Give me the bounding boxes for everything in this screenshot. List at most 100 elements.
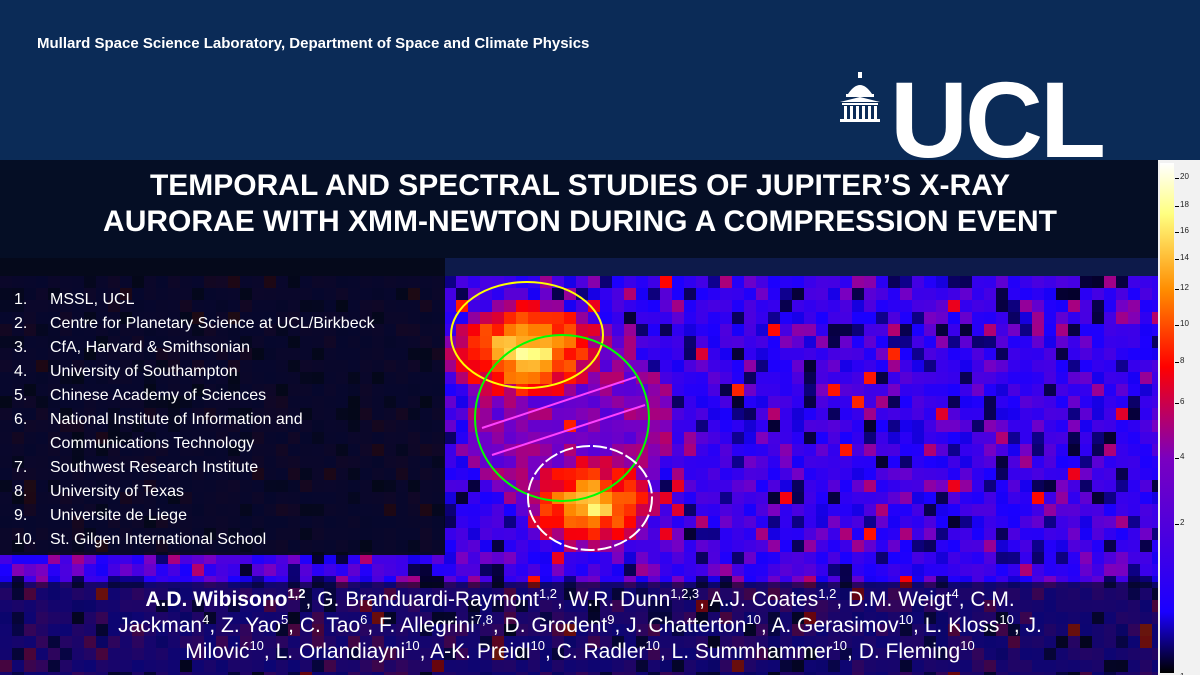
- xray-pixel: [984, 528, 996, 540]
- xray-pixel: [576, 552, 588, 564]
- xray-pixel: [840, 468, 852, 480]
- xray-pixel: [1020, 432, 1032, 444]
- xray-pixel: [804, 348, 816, 360]
- xray-pixel: [936, 300, 948, 312]
- xray-pixel: [1092, 516, 1104, 528]
- xray-pixel: [588, 288, 600, 300]
- author-name: , Z. Yao: [209, 614, 281, 637]
- xray-pixel: [1032, 504, 1044, 516]
- affiliation-number: 1.: [14, 291, 28, 308]
- xray-pixel: [564, 456, 576, 468]
- xray-pixel: [312, 564, 324, 576]
- xray-pixel: [432, 564, 444, 576]
- xray-pixel: [912, 528, 924, 540]
- xray-pixel: [852, 372, 864, 384]
- xray-pixel: [504, 504, 516, 516]
- xray-pixel: [540, 324, 552, 336]
- xray-pixel: [960, 384, 972, 396]
- author-name: , A. Gerasimov: [760, 614, 899, 637]
- xray-pixel: [324, 564, 336, 576]
- xray-pixel: [912, 540, 924, 552]
- affiliation-item: 10. St. Gilgen International School: [14, 531, 266, 549]
- xray-pixel: [840, 360, 852, 372]
- xray-pixel: [540, 468, 552, 480]
- xray-pixel: [480, 432, 492, 444]
- xray-pixel: [672, 444, 684, 456]
- xray-pixel: [456, 372, 468, 384]
- xray-pixel: [948, 312, 960, 324]
- xray-pixel: [1092, 552, 1104, 564]
- xray-pixel: [1140, 384, 1152, 396]
- xray-pixel: [1056, 432, 1068, 444]
- xray-pixel: [876, 300, 888, 312]
- xray-pixel: [984, 552, 996, 564]
- xray-pixel: [84, 552, 96, 564]
- xray-pixel: [516, 372, 528, 384]
- xray-pixel: [1068, 552, 1080, 564]
- xray-pixel: [600, 528, 612, 540]
- xray-pixel: [1068, 396, 1080, 408]
- xray-pixel: [1008, 396, 1020, 408]
- xray-pixel: [24, 552, 36, 564]
- xray-pixel: [960, 276, 972, 288]
- xray-pixel: [1008, 408, 1020, 420]
- xray-pixel: [960, 408, 972, 420]
- xray-pixel: [1056, 324, 1068, 336]
- xray-pixel: [684, 564, 696, 576]
- colorbar-label: 8: [1180, 356, 1185, 365]
- xray-pixel: [720, 444, 732, 456]
- xray-pixel: [276, 552, 288, 564]
- xray-pixel: [888, 396, 900, 408]
- xray-pixel: [480, 360, 492, 372]
- xray-pixel: [1116, 516, 1128, 528]
- xray-pixel: [612, 312, 624, 324]
- xray-pixel: [528, 456, 540, 468]
- xray-pixel: [924, 396, 936, 408]
- xray-pixel: [1044, 408, 1056, 420]
- xray-pixel: [756, 384, 768, 396]
- xray-pixel: [936, 540, 948, 552]
- xray-pixel: [768, 552, 780, 564]
- xray-pixel: [876, 336, 888, 348]
- xray-pixel: [732, 360, 744, 372]
- xray-pixel: [1140, 444, 1152, 456]
- xray-pixel: [672, 396, 684, 408]
- author-affiliation-index: 10: [746, 612, 761, 627]
- xray-pixel: [1116, 492, 1128, 504]
- xray-pixel: [756, 300, 768, 312]
- xray-pixel: [912, 504, 924, 516]
- xray-pixel: [828, 480, 840, 492]
- xray-pixel: [744, 540, 756, 552]
- xray-pixel: [780, 336, 792, 348]
- xray-pixel: [180, 564, 192, 576]
- xray-pixel: [1104, 336, 1116, 348]
- xray-pixel: [768, 468, 780, 480]
- xray-pixel: [996, 528, 1008, 540]
- xray-pixel: [588, 432, 600, 444]
- xray-pixel: [648, 468, 660, 480]
- xray-pixel: [756, 396, 768, 408]
- xray-pixel: [780, 492, 792, 504]
- xray-pixel: [72, 552, 84, 564]
- xray-pixel: [468, 444, 480, 456]
- xray-pixel: [84, 564, 96, 576]
- xray-pixel: [744, 384, 756, 396]
- xray-pixel: [876, 396, 888, 408]
- xray-pixel: [1080, 516, 1092, 528]
- xray-pixel: [516, 348, 528, 360]
- xray-pixel: [984, 516, 996, 528]
- xray-pixel: [876, 360, 888, 372]
- xray-pixel: [708, 492, 720, 504]
- xray-pixel: [492, 480, 504, 492]
- xray-pixel: [492, 348, 504, 360]
- xray-pixel: [1116, 324, 1128, 336]
- xray-pixel: [1116, 564, 1128, 576]
- xray-pixel: [612, 276, 624, 288]
- xray-pixel: [1080, 408, 1092, 420]
- author-name: , C. Radler: [545, 640, 646, 663]
- xray-pixel: [840, 372, 852, 384]
- xray-pixel: [516, 396, 528, 408]
- xray-pixel: [528, 552, 540, 564]
- xray-pixel: [1116, 384, 1128, 396]
- author-name: , C.M.: [958, 588, 1015, 611]
